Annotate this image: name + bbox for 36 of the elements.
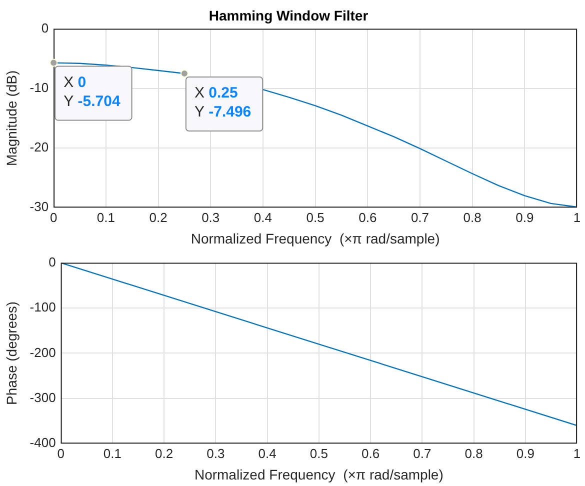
y-tick-label: -20 — [30, 140, 49, 155]
x-tick-label: 0.3 — [202, 210, 220, 225]
y-tick-label: -30 — [30, 199, 49, 214]
x-tick-label: 0.7 — [413, 446, 432, 461]
x-tick-label: 0.6 — [361, 446, 380, 461]
y-tick-label: -10 — [30, 80, 49, 95]
x-tick-label: 0.4 — [258, 446, 276, 461]
x-tick-label: 0.2 — [149, 210, 168, 225]
y-tick-label: -400 — [30, 435, 56, 450]
annotation: X 0.25 Y -7.496 — [194, 84, 252, 121]
x-tick-label: 0.6 — [358, 210, 377, 225]
annotation: X 0 Y -5.704 — [64, 74, 121, 110]
x-tick-label: 0.8 — [463, 210, 482, 225]
x-axis-title: Normalized Frequency (×π rad/sample) — [194, 466, 444, 482]
chart-title: Hamming Window Filter — [208, 7, 369, 24]
x-axis-title: Normalized Frequency (×π rad/sample) — [190, 230, 440, 246]
x-tick-label: 0.3 — [206, 446, 225, 461]
x-tick-label: 0.2 — [155, 446, 174, 461]
x-tick-label: 1 — [573, 446, 581, 461]
x-tick-label: 0.5 — [310, 446, 328, 461]
x-tick-label: 0.9 — [516, 446, 534, 461]
y-tick-label: -200 — [30, 344, 56, 360]
y-tick-label: -300 — [30, 390, 56, 405]
x-tick-label: 0.9 — [516, 210, 534, 225]
x-tick-label: 0.1 — [96, 210, 115, 225]
y-axis-title: Magnitude (dB) — [3, 70, 20, 166]
x-tick-label: 0.1 — [103, 446, 122, 461]
x-tick-label: 0.7 — [410, 210, 430, 225]
x-tick-label: 0.5 — [306, 210, 324, 225]
y-tick-label: 0 — [41, 20, 49, 36]
x-tick-label: 1 — [573, 210, 581, 225]
y-tick-label: -100 — [30, 300, 56, 315]
y-tick-label: 0 — [48, 254, 56, 270]
y-axis-title: Phase (degrees) — [3, 301, 20, 405]
x-tick-label: 0.8 — [464, 446, 483, 461]
x-tick-label: 0.4 — [254, 210, 272, 225]
